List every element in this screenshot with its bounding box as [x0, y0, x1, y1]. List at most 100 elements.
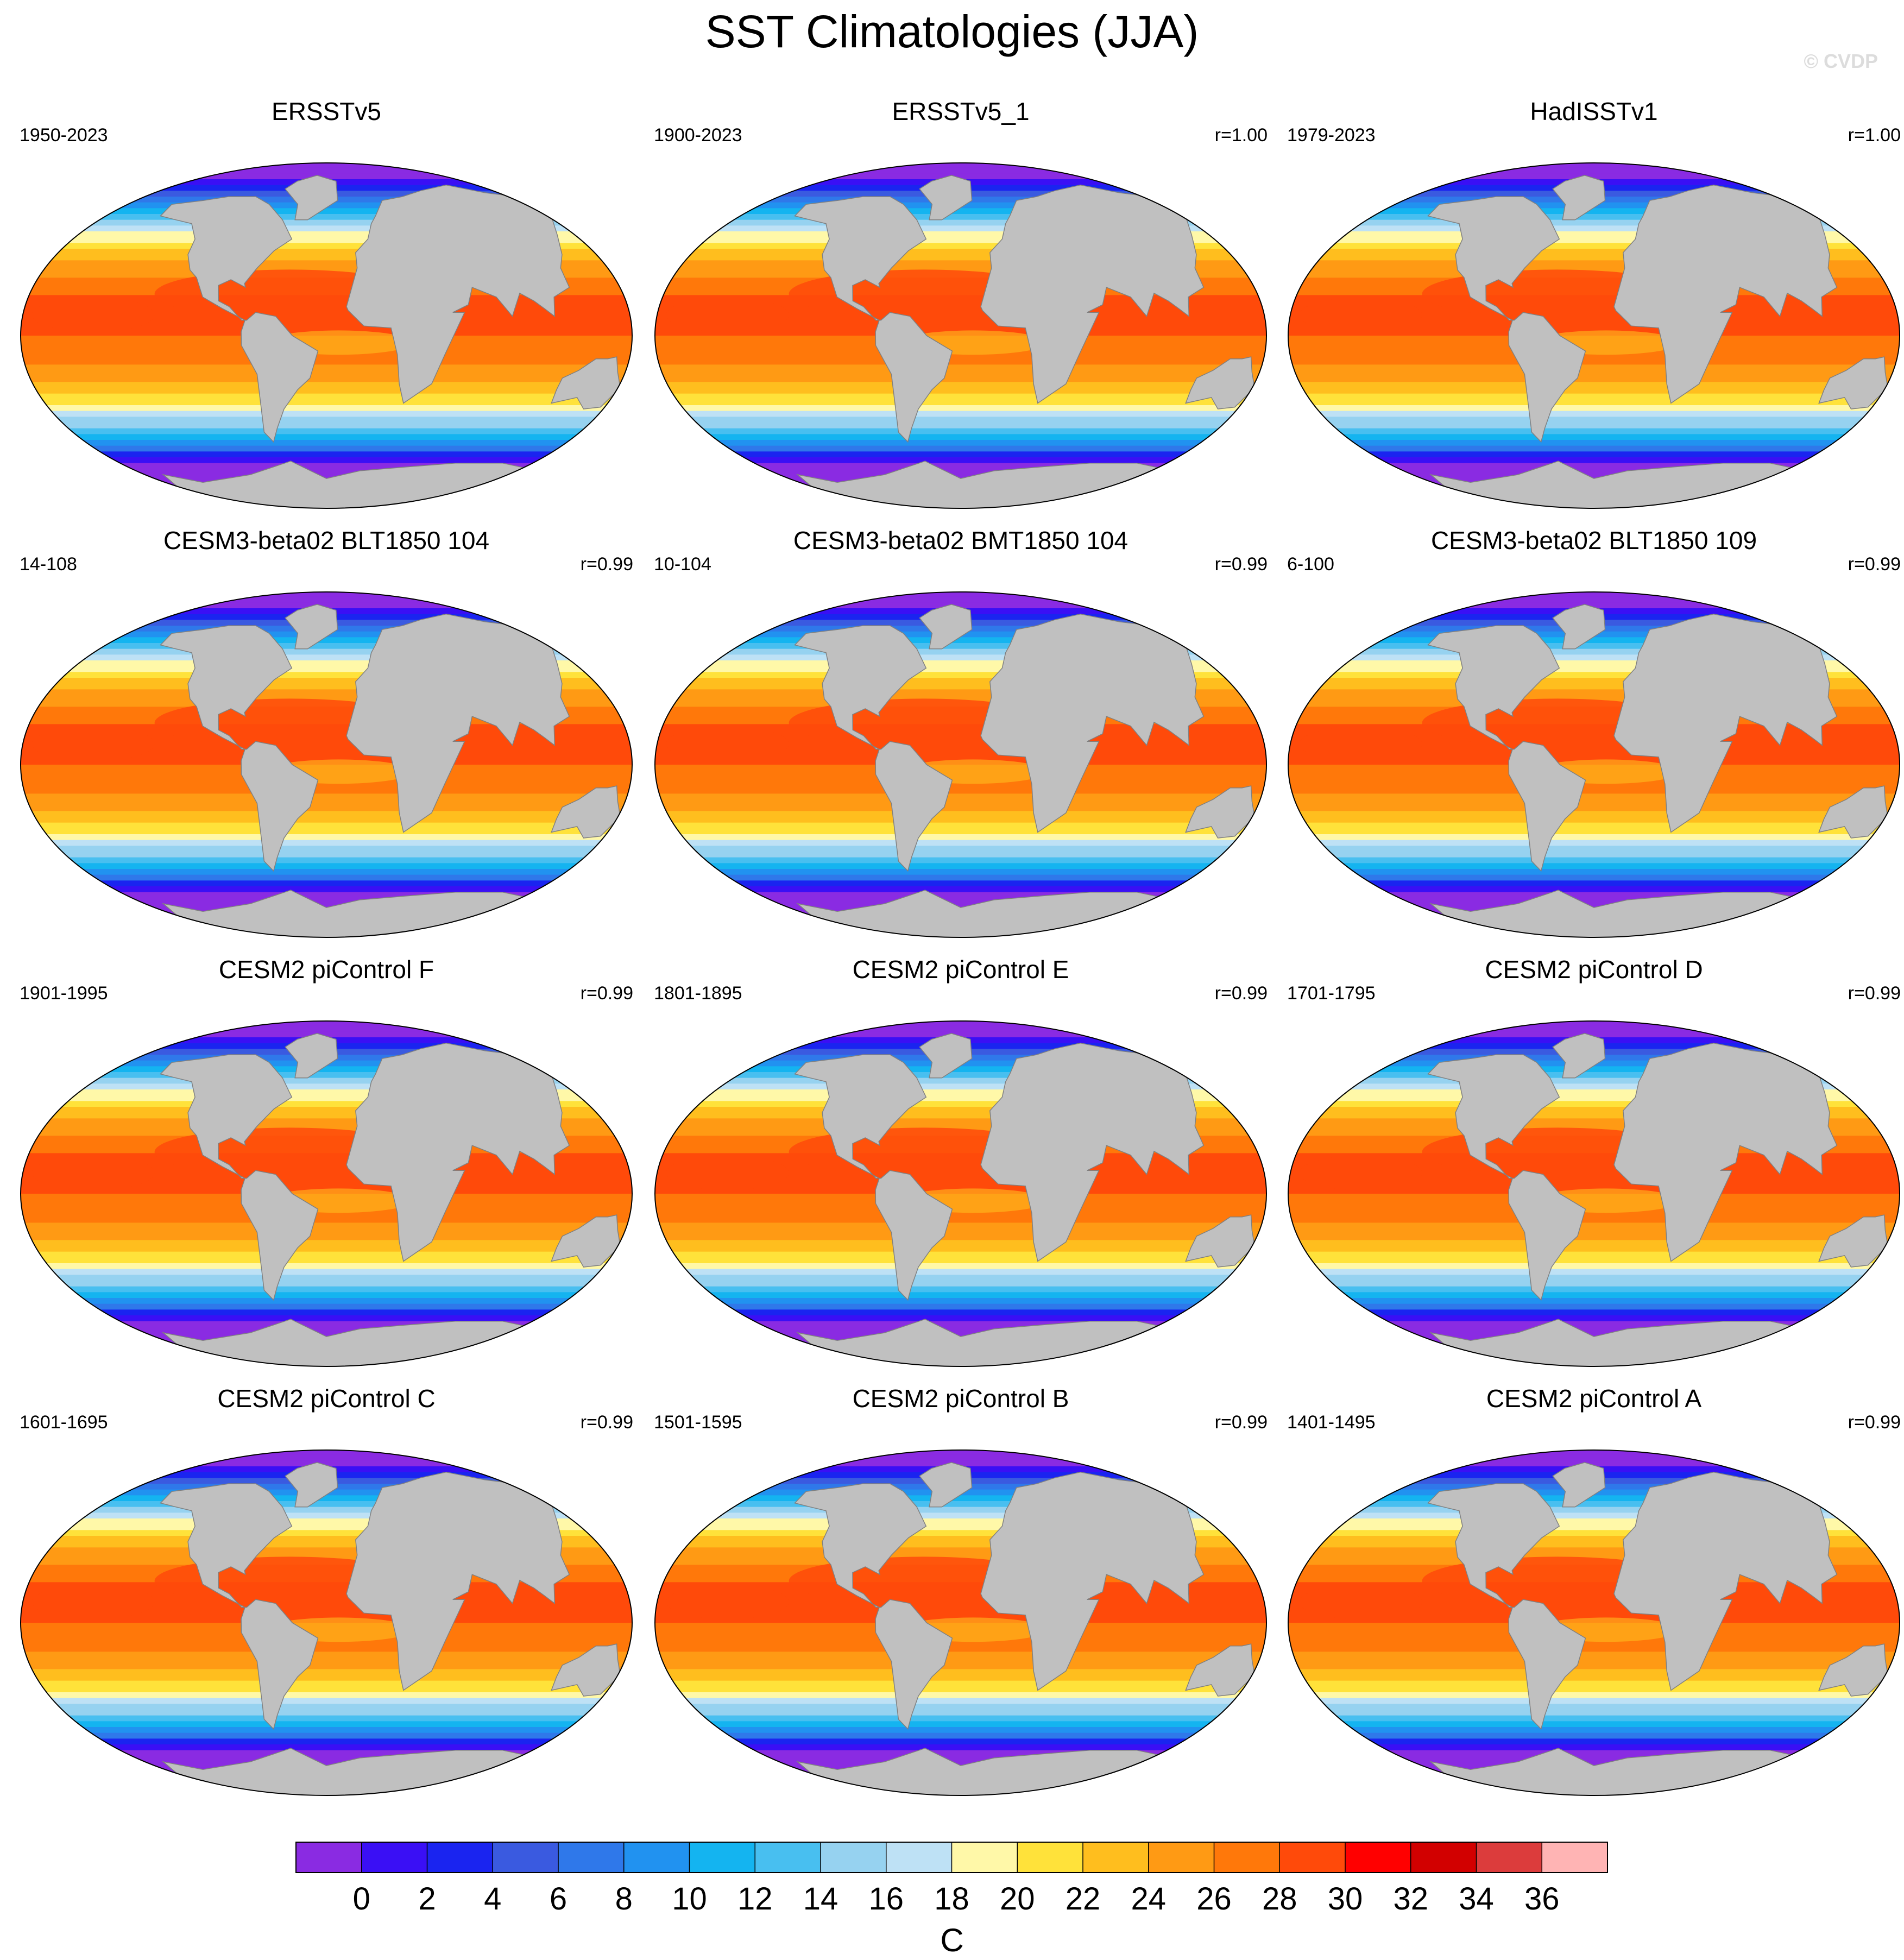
sst-band [21, 1112, 632, 1119]
sst-band [1288, 869, 1900, 875]
sst-band [21, 405, 632, 412]
sst-band [21, 1246, 632, 1252]
sst-band [1288, 857, 1900, 864]
map-panel: CESM3-beta02 BLT1850 104 14-108 r=0.99 [10, 526, 643, 955]
land-americas [160, 196, 319, 443]
sst-band [1288, 886, 1900, 893]
land-eurasia-africa [980, 613, 1226, 833]
sst-band [655, 753, 1266, 759]
sst-band [655, 1646, 1266, 1652]
sst-band [21, 1652, 632, 1658]
sst-band [1288, 1281, 1900, 1287]
sst-band [1288, 1536, 1900, 1542]
sst-band [1288, 1315, 1900, 1322]
warm-pool [1299, 297, 1422, 332]
sst-band [1288, 208, 1900, 215]
sst-band [1288, 678, 1900, 684]
colorbar-swatch [361, 1842, 427, 1873]
sst-band [21, 747, 632, 754]
sst-band [1288, 852, 1900, 858]
sst-band [21, 1680, 632, 1687]
sst-band [1288, 1704, 1900, 1710]
sst-band [21, 1710, 632, 1716]
sst-band [21, 1222, 632, 1229]
sst-band [1288, 1727, 1900, 1734]
sst-band [655, 1507, 1266, 1513]
sst-band [1288, 1089, 1900, 1096]
panel-years: 1501-1595 [654, 1412, 742, 1433]
sst-band [655, 1721, 1266, 1728]
sst-band [1288, 1095, 1900, 1101]
panel-pattern-correlation: r=0.99 [1214, 983, 1268, 1004]
sst-band [21, 324, 632, 330]
sst-band [21, 214, 632, 220]
sst-band [1288, 1263, 1900, 1270]
sst-band [655, 1640, 1266, 1647]
sst-band [1288, 1025, 1900, 1032]
sst-band [1288, 388, 1900, 394]
colorbar-swatch [1476, 1842, 1542, 1873]
colorbar-swatch [1017, 1842, 1083, 1873]
sst-band [1288, 405, 1900, 412]
sst-band [21, 643, 632, 650]
sst-band [21, 231, 632, 238]
sst-map [1288, 591, 1900, 938]
sst-band [655, 1692, 1266, 1699]
colorbar-swatch [493, 1842, 559, 1873]
sst-band [21, 817, 632, 823]
warm-pool [666, 297, 789, 332]
land-eurasia-africa [1613, 1471, 1859, 1691]
sst-map [654, 591, 1267, 938]
colorbar-swatch [1214, 1842, 1280, 1873]
sst-band [21, 1089, 632, 1096]
sst-band [655, 1663, 1266, 1669]
sst-band [655, 1072, 1266, 1079]
sst-band [1288, 1309, 1900, 1316]
sst-band [21, 225, 632, 232]
sst-band [1288, 1251, 1900, 1258]
sst-band [1288, 683, 1900, 690]
sst-band [1288, 249, 1900, 255]
sst-band [1288, 243, 1900, 249]
sst-band [21, 1738, 632, 1745]
sst-band [21, 596, 632, 603]
sst-band [655, 654, 1266, 661]
sst-band [655, 434, 1266, 440]
sst-band [1288, 1762, 1900, 1768]
panel-pattern-correlation: r=1.00 [1848, 125, 1901, 146]
sst-band [1288, 822, 1900, 829]
sst-band [21, 834, 632, 841]
land-americas [1427, 1054, 1586, 1301]
sst-band [21, 1698, 632, 1704]
sst-band [655, 225, 1266, 232]
colorbar-tick-label: 20 [1000, 1881, 1035, 1917]
land-greenland [285, 1033, 338, 1079]
sst-band [21, 1611, 632, 1617]
sst-band [655, 1251, 1266, 1258]
sst-band [655, 1112, 1266, 1119]
sst-band [1288, 904, 1900, 910]
sst-band [1288, 660, 1900, 667]
panel-years: 10-104 [654, 554, 711, 575]
sst-band [1288, 1021, 1900, 1026]
sst-band [1288, 1327, 1900, 1333]
map-panel: CESM2 piControl A 1401-1495 r=0.99 [1277, 1384, 1904, 1813]
sst-band [1288, 828, 1900, 835]
sst-band [21, 243, 632, 249]
sst-band [21, 1118, 632, 1125]
sst-band [655, 1715, 1266, 1722]
sst-band [655, 173, 1266, 180]
sst-band [21, 1518, 632, 1525]
sst-map [1288, 162, 1900, 509]
sst-band [21, 1454, 632, 1461]
colorbar-swatch [1279, 1842, 1346, 1873]
sst-band [1288, 1507, 1900, 1513]
sst-band [1288, 440, 1900, 446]
sst-band [1288, 1454, 1900, 1461]
sst-band [21, 1658, 632, 1664]
panel-pattern-correlation: r=0.99 [580, 983, 633, 1004]
sst-band [655, 874, 1266, 881]
sst-band [21, 1321, 632, 1327]
sst-band [1288, 214, 1900, 220]
sst-band [21, 434, 632, 440]
